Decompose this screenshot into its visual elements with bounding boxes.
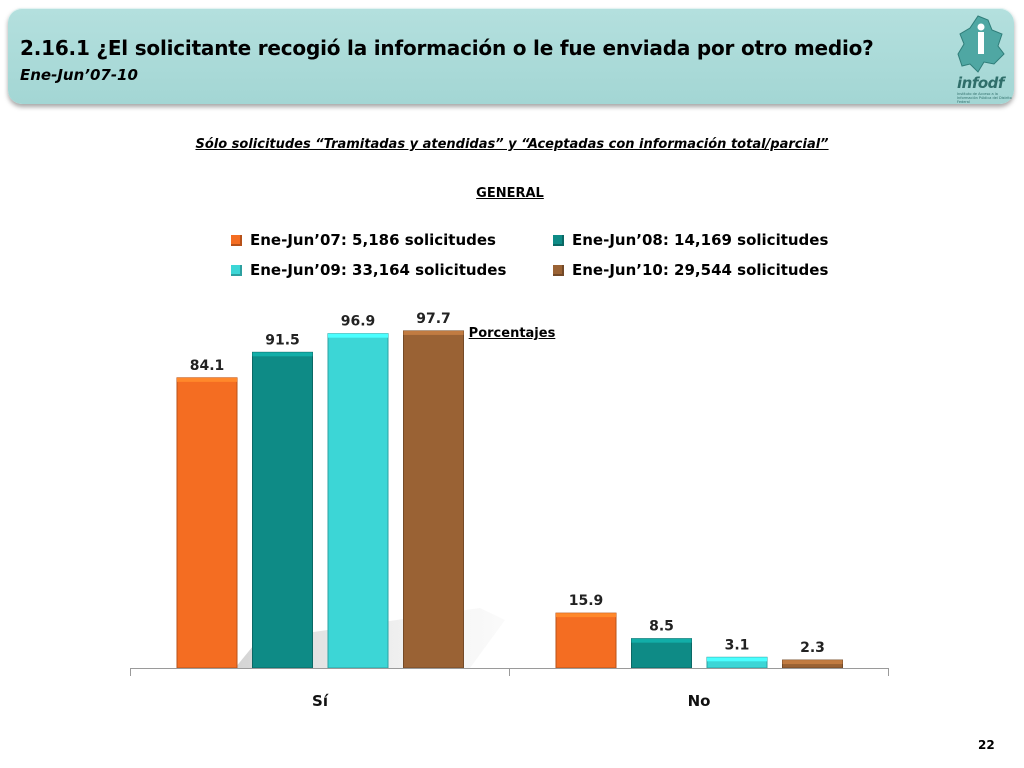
data-label: 84.1 (190, 358, 225, 374)
legend-item-2010: Ene-Jun’10: 29,544 solicitudes (553, 261, 828, 279)
scope-note: Sólo solicitudes “Tramitadas y atendidas… (195, 137, 829, 152)
legend-label-2010: Ene-Jun’10: 29,544 solicitudes (572, 261, 829, 279)
legend-label-2007: Ene-Jun’07: 5,186 solicitudes (250, 231, 496, 249)
bar-cap (556, 613, 616, 618)
bar-cap (707, 657, 767, 662)
bar-si-10 (403, 330, 464, 669)
bar-cap (252, 352, 313, 357)
bar-si-08 (252, 351, 313, 669)
slide-subtitle: Ene-Jun’07-10 (20, 66, 138, 84)
bar-si-07 (176, 377, 238, 669)
title-banner (8, 8, 1014, 104)
page-number: 22 (978, 738, 995, 752)
data-label: 8.5 (649, 619, 674, 635)
map-icon (957, 15, 1005, 73)
logo-caption: Instituto de Acceso a la Información Púb… (957, 92, 1012, 104)
bar-cap (631, 638, 692, 643)
legend-swatch-2009 (231, 264, 242, 276)
bar-no-08 (631, 638, 692, 669)
legend-item-2009: Ene-Jun’09: 33,164 solicitudes (231, 261, 506, 279)
logo-wordmark: infodf (957, 74, 1004, 92)
bar-no-07 (555, 612, 617, 669)
bar-cap (177, 377, 237, 382)
legend-label-2009: Ene-Jun’09: 33,164 solicitudes (250, 261, 507, 279)
bar-cap (328, 333, 388, 338)
legend-swatch-2007 (231, 234, 242, 246)
data-label: 3.1 (725, 637, 750, 653)
legend-label-2008: Ene-Jun’08: 14,169 solicitudes (572, 231, 829, 249)
legend-swatch-2010 (553, 264, 564, 276)
slide-title: 2.16.1 ¿El solicitante recogió la inform… (20, 36, 874, 60)
bar-cap (403, 330, 464, 335)
data-label: 15.9 (569, 593, 604, 609)
x-tick-label: No (688, 692, 711, 710)
x-tick-label: Sí (312, 692, 329, 710)
chart-title: GENERAL (476, 186, 544, 201)
infodf-logo (948, 14, 1014, 106)
data-label: 2.3 (800, 640, 825, 656)
bar-si-09 (327, 333, 389, 669)
data-label: 96.9 (341, 314, 376, 330)
data-label: 91.5 (265, 332, 300, 348)
bar-cap (782, 660, 843, 665)
legend-item-2008: Ene-Jun’08: 14,169 solicitudes (553, 231, 828, 249)
legend-swatch-2008 (553, 234, 564, 246)
unit-label: Porcentajes (468, 326, 556, 341)
data-label: 97.7 (416, 311, 451, 327)
legend-item-2007: Ene-Jun’07: 5,186 solicitudes (231, 231, 496, 249)
